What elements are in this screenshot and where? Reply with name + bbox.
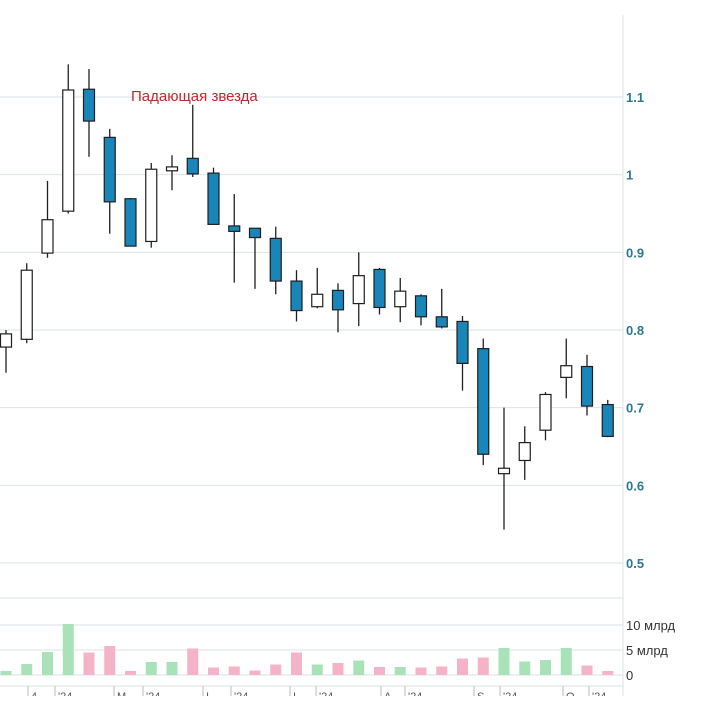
candle-body xyxy=(435,316,448,328)
annotation-label: Падающая звезда xyxy=(131,88,258,105)
volume-bar xyxy=(394,667,406,675)
volume-bar xyxy=(125,671,136,675)
candle-layer xyxy=(0,64,614,530)
price-tick-label: 0.6 xyxy=(626,478,644,493)
x-tick-label: M xyxy=(117,691,126,696)
price-tick-label: 1 xyxy=(626,168,633,183)
volume-bar xyxy=(560,648,572,675)
volume-bar xyxy=(270,664,282,675)
volume-bar xyxy=(83,652,95,675)
candle-body xyxy=(352,275,365,305)
x-tick-label: '24 xyxy=(319,691,333,696)
price-tick-label: 0.7 xyxy=(626,401,644,416)
axis-layer xyxy=(0,15,624,696)
volume-bar xyxy=(0,671,12,675)
x-tick-label: A xyxy=(384,691,392,696)
volume-bar xyxy=(187,648,199,675)
volume-bar xyxy=(581,665,593,675)
volume-bar xyxy=(602,671,614,675)
volume-layer xyxy=(0,624,614,675)
volume-bar xyxy=(291,652,302,675)
volume-bar xyxy=(249,670,261,675)
x-tick-label: '24 xyxy=(408,691,422,696)
x-tick-label: S xyxy=(477,691,484,696)
candle-body xyxy=(331,289,345,311)
label-layer: 0.5 0.6 0.7 0.8 0.9 1 1.1 0 5 млрд 10 млрд 4 '24 M '2… xyxy=(31,90,676,701)
x-tick-label: I xyxy=(206,691,209,696)
volume-bar xyxy=(477,657,489,675)
price-tick-label: 1.1 xyxy=(626,90,644,105)
candle-body xyxy=(207,172,220,225)
price-tick-label: 0.8 xyxy=(626,323,644,338)
candle-body xyxy=(0,333,13,348)
volume-bar xyxy=(104,646,116,675)
candle-body xyxy=(311,293,324,308)
x-tick-label: O xyxy=(566,691,575,696)
volume-bar xyxy=(374,667,385,675)
candle-body xyxy=(228,225,241,232)
volume-bar xyxy=(540,660,551,675)
candle-body xyxy=(290,280,303,312)
volume-bar xyxy=(228,666,240,675)
candle-body xyxy=(580,365,594,407)
volume-bar xyxy=(166,662,178,675)
x-tick-label: '24 xyxy=(592,691,606,696)
volume-tick-label: 5 млрд xyxy=(626,643,668,658)
volume-bar xyxy=(62,624,74,675)
volume-bar xyxy=(415,667,427,675)
volume-bar xyxy=(21,664,33,675)
volume-bar xyxy=(436,666,448,675)
x-tick-label: '24 xyxy=(234,691,248,696)
volume-bar xyxy=(353,660,365,675)
candle-body xyxy=(165,166,179,172)
candle-body xyxy=(103,136,116,203)
candle-body xyxy=(497,467,511,475)
x-tick-label: '24 xyxy=(58,691,72,696)
candle-body xyxy=(373,268,386,309)
candle-body xyxy=(414,295,428,318)
x-tick-label: 4 xyxy=(31,691,37,696)
x-tick-label: I xyxy=(293,691,296,696)
candle-body xyxy=(539,393,552,431)
candle-body xyxy=(124,198,137,247)
volume-bar xyxy=(208,667,219,675)
price-tick-label: 0.5 xyxy=(626,556,644,571)
x-tick-label: '24 xyxy=(503,691,517,696)
candle-body xyxy=(186,157,199,175)
volume-bar xyxy=(498,648,510,675)
candle-body xyxy=(518,442,531,462)
price-tick-label: 0.9 xyxy=(626,245,644,260)
candle-body xyxy=(477,348,490,455)
candle-body xyxy=(20,269,33,340)
grid-layer xyxy=(0,96,623,676)
candle-body xyxy=(560,365,573,378)
volume-bar xyxy=(332,663,344,675)
volume-bar xyxy=(145,662,157,675)
volume-bar xyxy=(457,658,468,675)
volume-tick-label: 10 млрд xyxy=(626,618,676,633)
candle-body xyxy=(41,219,54,254)
candle-body xyxy=(269,237,282,282)
candle-body xyxy=(601,403,614,438)
candle-body xyxy=(82,88,96,122)
x-tick-label: '24 xyxy=(146,691,160,696)
volume-bar xyxy=(42,652,53,675)
candle-body xyxy=(456,320,469,364)
candle-body xyxy=(62,89,75,212)
volume-bar xyxy=(519,661,531,675)
volume-tick-label: 0 xyxy=(626,668,633,683)
candle-body xyxy=(248,227,262,239)
candle-body xyxy=(145,168,158,243)
volume-bar xyxy=(311,664,323,675)
candle-body xyxy=(394,290,407,308)
